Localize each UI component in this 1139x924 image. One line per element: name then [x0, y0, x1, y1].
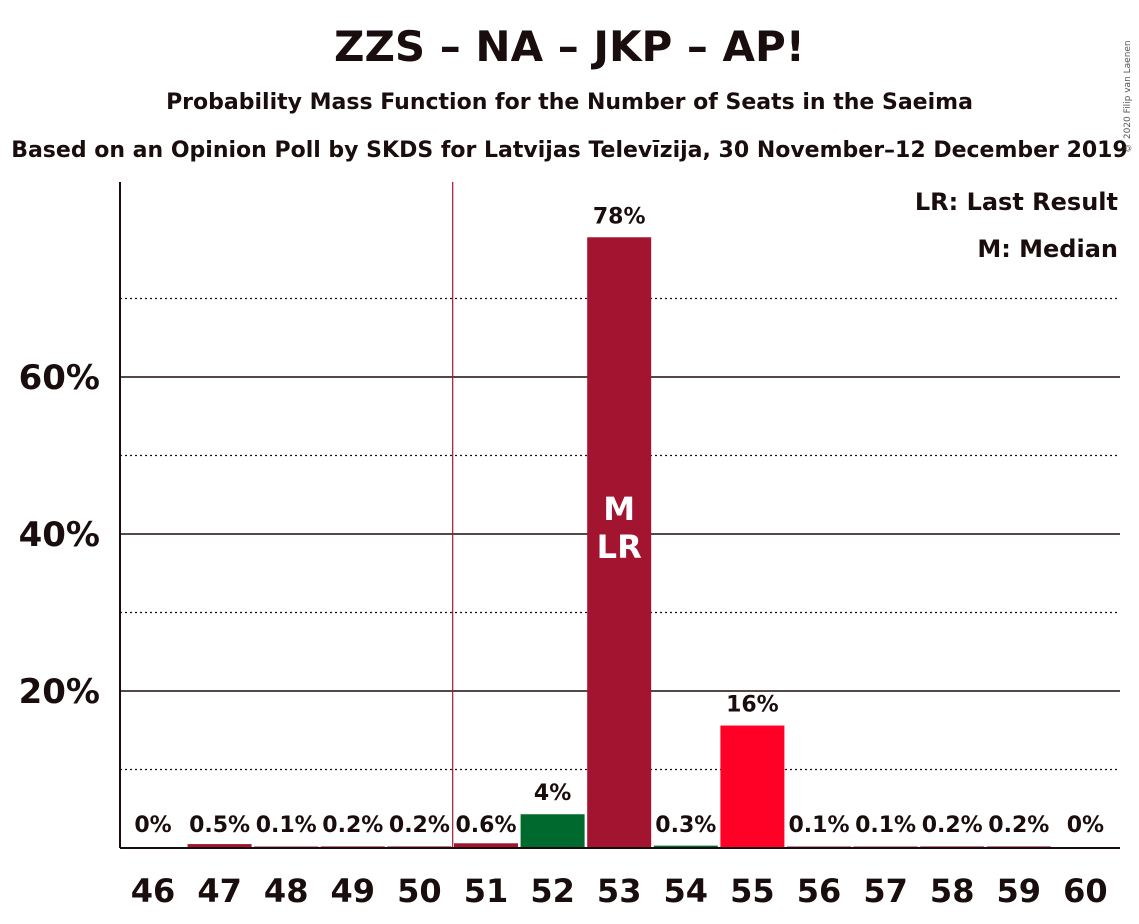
- x-tick-label-54: 54: [664, 872, 709, 910]
- x-tick-label-57: 57: [863, 872, 908, 910]
- x-tick-label-60: 60: [1063, 872, 1108, 910]
- value-label-53: 78%: [593, 204, 646, 229]
- x-tick-label-52: 52: [530, 872, 575, 910]
- median-mark: M: [603, 490, 635, 528]
- y-tick-label: 40%: [19, 515, 100, 555]
- x-tick-label-48: 48: [264, 872, 309, 910]
- value-label-50: 0.2%: [389, 813, 450, 838]
- bar-52: [520, 814, 585, 848]
- value-label-52: 4%: [534, 781, 571, 806]
- x-tick-label-56: 56: [797, 872, 842, 910]
- x-tick-label-58: 58: [930, 872, 975, 910]
- value-label-60: 0%: [1067, 813, 1104, 838]
- labels: 20% 40% 60% 0% 46 0.5% 47 0.1% 48 0.2% 49 0.2% 50 0.6…: [19, 204, 1108, 910]
- chart-source-subtitle: Based on an Opinion Poll by SKDS for Lat…: [11, 138, 1128, 163]
- last-result-mark: LR: [597, 528, 642, 566]
- value-label-59: 0.2%: [988, 813, 1049, 838]
- x-tick-label-46: 46: [131, 872, 176, 910]
- value-label-46: 0%: [134, 813, 171, 838]
- value-label-56: 0.1%: [788, 813, 849, 838]
- value-label-54: 0.3%: [655, 813, 716, 838]
- x-tick-label-50: 50: [397, 872, 442, 910]
- x-tick-label-49: 49: [331, 872, 376, 910]
- bars: [187, 237, 1051, 848]
- value-label-58: 0.2%: [922, 813, 983, 838]
- value-label-49: 0.2%: [322, 813, 383, 838]
- y-tick-label: 60%: [19, 358, 100, 398]
- value-label-51: 0.6%: [455, 813, 516, 838]
- axes: [119, 182, 1120, 849]
- bar-47: [187, 844, 252, 848]
- legend-last-result: LR: Last Result: [915, 188, 1118, 216]
- bar-51: [454, 843, 518, 848]
- value-label-55: 16%: [726, 693, 779, 718]
- chart-title: ZZS – NA – JKP – AP!: [334, 22, 805, 71]
- bar-53: [587, 237, 652, 848]
- x-tick-label-55: 55: [730, 872, 775, 910]
- value-label-48: 0.1%: [256, 813, 317, 838]
- bar-54: [653, 845, 718, 848]
- x-tick-label-59: 59: [997, 872, 1042, 910]
- x-tick-label-53: 53: [597, 872, 642, 910]
- value-label-57: 0.1%: [855, 813, 916, 838]
- bar-55: [720, 725, 785, 848]
- legend-median: M: Median: [977, 235, 1118, 263]
- y-tick-label: 20%: [19, 672, 100, 712]
- x-tick-label-51: 51: [464, 872, 509, 910]
- value-label-47: 0.5%: [189, 813, 250, 838]
- chart-subtitle: Probability Mass Function for the Number…: [166, 90, 973, 115]
- x-tick-label-47: 47: [197, 872, 242, 910]
